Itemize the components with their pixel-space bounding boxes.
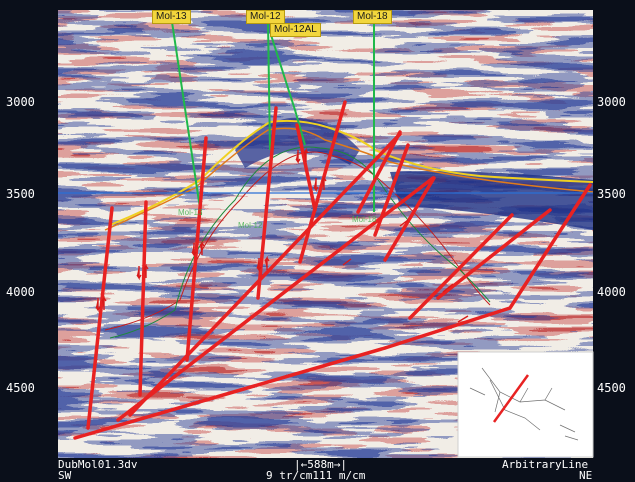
horizon-deep-green — [109, 146, 491, 339]
time-tick-right: 4000 — [597, 285, 626, 299]
well-label-mol-18[interactable]: Mol-18 — [353, 10, 392, 24]
fault-line — [185, 136, 208, 362]
direction-left: SW — [58, 469, 72, 482]
fault-line — [128, 132, 402, 417]
well-label-mol-12al[interactable]: Mol-12AL — [270, 23, 321, 37]
well-label-mol-12[interactable]: Mol-12 — [246, 10, 285, 24]
fault-line — [256, 106, 278, 300]
slip-arrow — [264, 255, 270, 270]
slip-arrows — [95, 147, 469, 323]
fault-line — [436, 208, 552, 300]
horizon-deep-red — [104, 151, 491, 331]
slip-arrow — [191, 243, 197, 258]
slip-arrow — [143, 263, 149, 278]
slip-arrow — [303, 147, 309, 162]
slip-arrow — [101, 295, 107, 310]
time-tick-left: 4000 — [6, 285, 35, 299]
fault-line — [116, 176, 435, 422]
slip-arrow — [442, 283, 454, 293]
fault-line — [295, 123, 317, 212]
horizon-secondary — [104, 127, 594, 231]
well-path-mol-12 — [267, 21, 271, 151]
svg-text:Mol-13: Mol-13 — [178, 208, 203, 217]
fault-line — [138, 200, 148, 397]
fault-line — [408, 213, 514, 320]
scale-text: 9 tr/cm111 m/cm — [266, 469, 366, 482]
well-path-mol-12al — [270, 34, 306, 146]
slip-arrow — [295, 150, 301, 165]
time-tick-right: 3500 — [597, 187, 626, 201]
fault-line — [73, 346, 387, 440]
slip-arrow — [457, 315, 469, 323]
line-type: ArbitraryLine — [502, 458, 589, 471]
time-tick-left: 3000 — [6, 95, 35, 109]
well-path-mol-13 — [171, 21, 202, 216]
slip-arrow — [399, 219, 409, 227]
horizon-top — [109, 119, 594, 226]
dataset-name: DubMol01.3dv — [58, 458, 138, 471]
inset-well-network — [469, 367, 579, 441]
fault-line — [383, 183, 592, 350]
fault-line — [383, 176, 436, 262]
direction-right: NE — [579, 469, 593, 482]
slip-arrow — [321, 175, 327, 190]
slip-arrow — [95, 298, 101, 313]
location-inset-map[interactable] — [457, 351, 594, 458]
well-label-mol-13[interactable]: Mol-13 — [152, 10, 191, 24]
slip-arrow — [136, 266, 142, 281]
fault-set — [73, 100, 592, 440]
fault-line — [356, 130, 402, 214]
time-tick-right: 3000 — [597, 95, 626, 109]
slip-arrow — [199, 240, 205, 255]
svg-text:Mol-18: Mol-18 — [352, 215, 377, 224]
slip-arrow — [342, 258, 352, 266]
slip-arrow — [256, 258, 262, 273]
scale-bar: |←588m→| — [294, 458, 347, 471]
slip-arrow — [313, 178, 319, 193]
fault-line — [86, 206, 114, 430]
time-tick-left: 4500 — [6, 381, 35, 395]
time-tick-left: 3500 — [6, 187, 35, 201]
time-tick-right: 4500 — [597, 381, 626, 395]
inset-section-line — [492, 374, 530, 423]
svg-text:Mol-12: Mol-12 — [238, 221, 263, 230]
